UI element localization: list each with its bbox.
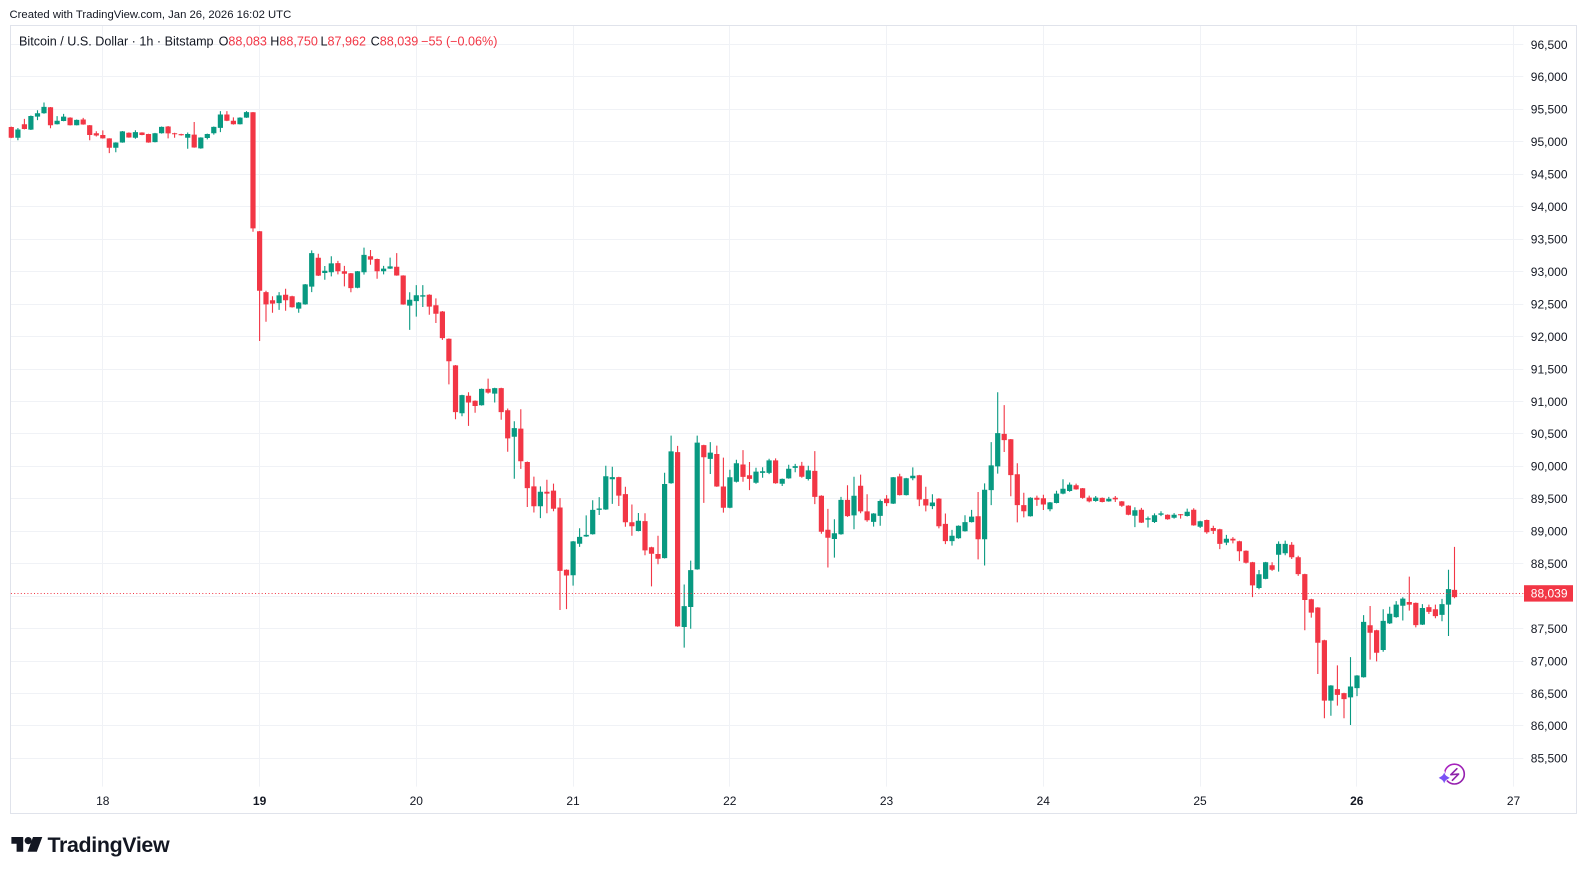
svg-text:90,500: 90,500: [1531, 427, 1568, 441]
svg-text:20: 20: [410, 794, 424, 808]
svg-text:93,000: 93,000: [1531, 265, 1568, 279]
svg-text:86,000: 86,000: [1531, 719, 1568, 733]
svg-text:−55 (−0.06%): −55 (−0.06%): [421, 35, 497, 49]
svg-text:23: 23: [880, 794, 894, 808]
svg-text:89,000: 89,000: [1531, 525, 1568, 539]
svg-text:91,000: 91,000: [1531, 395, 1568, 409]
svg-text:Created with TradingView.com,: Created with TradingView.com, Jan 26, 20…: [10, 9, 292, 21]
svg-text:94,000: 94,000: [1531, 200, 1568, 214]
svg-text:C88,039: C88,039: [371, 35, 419, 49]
svg-text:27: 27: [1507, 794, 1521, 808]
svg-text:19: 19: [253, 794, 267, 808]
svg-text:95,500: 95,500: [1531, 103, 1568, 117]
svg-text:18: 18: [96, 794, 110, 808]
svg-text:89,500: 89,500: [1531, 492, 1568, 506]
svg-text:95,000: 95,000: [1531, 135, 1568, 149]
svg-text:H88,750: H88,750: [270, 35, 318, 49]
svg-text:88,039: 88,039: [1531, 587, 1568, 601]
svg-text:96,500: 96,500: [1531, 38, 1568, 52]
svg-text:90,000: 90,000: [1531, 460, 1568, 474]
svg-text:TradingView: TradingView: [48, 833, 170, 857]
svg-text:26: 26: [1350, 794, 1364, 808]
svg-text:93,500: 93,500: [1531, 233, 1568, 247]
svg-text:92,500: 92,500: [1531, 297, 1568, 311]
svg-text:25: 25: [1193, 794, 1207, 808]
svg-text:22: 22: [723, 794, 737, 808]
svg-text:87,500: 87,500: [1531, 622, 1568, 636]
svg-text:86,500: 86,500: [1531, 687, 1568, 701]
svg-text:85,500: 85,500: [1531, 752, 1568, 766]
svg-text:96,000: 96,000: [1531, 70, 1568, 84]
svg-text:92,000: 92,000: [1531, 330, 1568, 344]
svg-text:O88,083: O88,083: [219, 35, 267, 49]
svg-text:87,000: 87,000: [1531, 654, 1568, 668]
svg-text:Bitcoin / U.S. Dollar · 1h · B: Bitcoin / U.S. Dollar · 1h · Bitstamp: [19, 35, 214, 49]
svg-text:24: 24: [1037, 794, 1051, 808]
svg-text:94,500: 94,500: [1531, 168, 1568, 182]
svg-text:L87,962: L87,962: [321, 35, 367, 49]
svg-text:21: 21: [566, 794, 580, 808]
svg-text:91,500: 91,500: [1531, 362, 1568, 376]
svg-text:88,500: 88,500: [1531, 557, 1568, 571]
